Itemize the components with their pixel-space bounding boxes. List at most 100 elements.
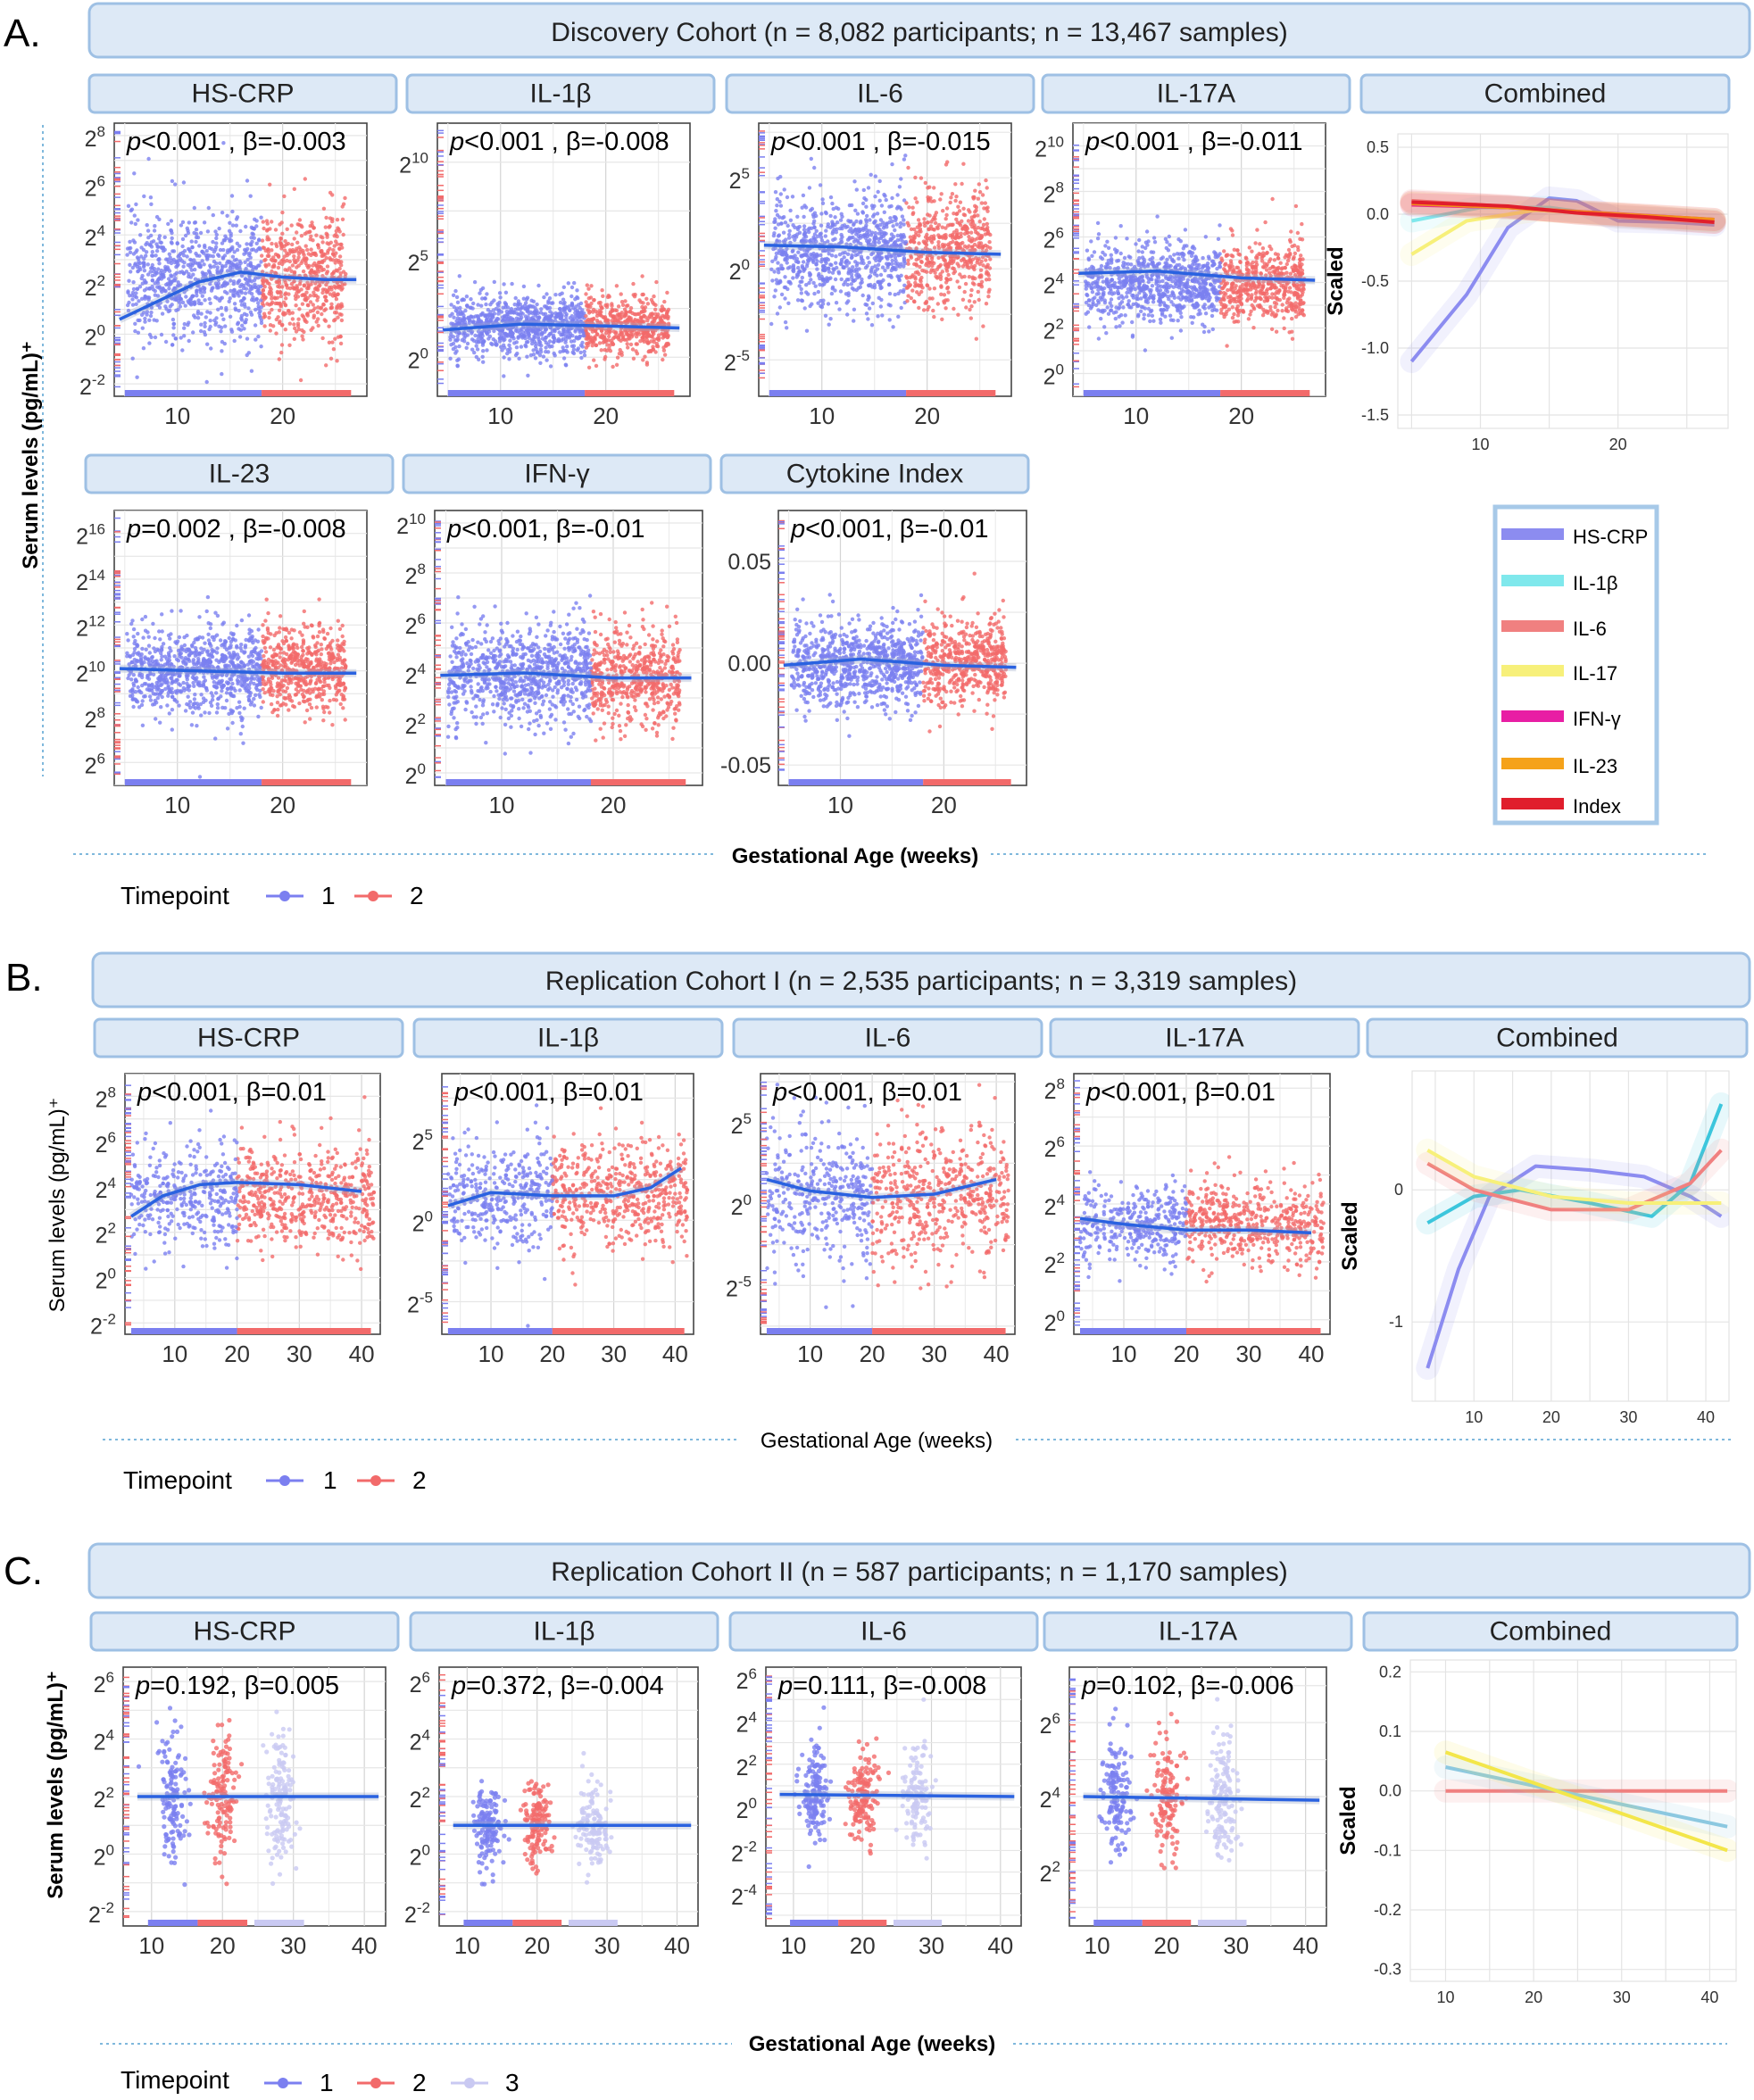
data-point <box>962 274 967 279</box>
data-point <box>601 294 605 298</box>
data-point <box>137 299 141 303</box>
data-point <box>315 310 320 315</box>
data-point <box>585 319 589 323</box>
data-point <box>887 318 892 322</box>
data-point <box>807 226 811 230</box>
data-point <box>805 261 810 266</box>
data-point <box>130 297 135 302</box>
data-point <box>661 348 667 353</box>
data-point <box>772 270 777 274</box>
data-point <box>133 261 137 266</box>
data-point <box>193 267 197 272</box>
data-point <box>450 311 454 316</box>
data-point <box>623 299 628 303</box>
data-point <box>153 281 157 286</box>
data-point <box>309 234 313 238</box>
data-point <box>788 254 793 260</box>
data-point <box>284 296 288 301</box>
data-point <box>178 304 183 309</box>
data-point <box>225 213 229 218</box>
data-point <box>276 315 280 320</box>
data-point <box>168 282 173 286</box>
data-point <box>626 303 630 308</box>
data-point <box>597 309 602 313</box>
data-point <box>967 299 972 303</box>
data-point <box>786 286 790 292</box>
data-point <box>272 264 277 269</box>
data-point <box>558 307 562 311</box>
data-point <box>218 247 223 253</box>
subplot-title-strip <box>405 73 716 114</box>
data-point <box>908 235 912 239</box>
data-point <box>145 272 151 277</box>
data-point <box>804 290 809 295</box>
data-point <box>228 296 232 301</box>
data-point <box>892 245 896 249</box>
data-point <box>820 201 826 205</box>
data-point <box>819 253 823 258</box>
data-point <box>214 241 219 245</box>
cohort-title-a: Discovery Cohort (n = 8,082 participants… <box>551 18 1287 47</box>
data-point <box>809 237 813 243</box>
legend-entry-b-1: 1 <box>323 1466 337 1494</box>
data-point <box>902 241 908 245</box>
data-point <box>537 342 542 347</box>
data-point <box>941 245 945 249</box>
data-point <box>561 319 566 323</box>
data-point <box>913 196 918 201</box>
data-point <box>777 270 781 275</box>
data-point <box>643 333 647 337</box>
data-point <box>784 250 788 254</box>
data-point <box>530 336 536 342</box>
data-point <box>586 335 590 340</box>
data-point <box>267 315 271 320</box>
data-point <box>777 199 782 204</box>
data-point <box>875 273 879 278</box>
data-point <box>518 328 522 332</box>
data-point <box>289 223 294 228</box>
data-point <box>848 242 852 247</box>
data-point <box>166 221 170 227</box>
data-point <box>294 329 299 334</box>
data-point <box>537 353 543 358</box>
data-point <box>954 217 959 221</box>
data-point <box>143 316 147 321</box>
data-point <box>238 228 243 234</box>
data-point <box>846 261 852 265</box>
data-point <box>985 228 990 232</box>
data-point <box>874 236 878 240</box>
data-point <box>329 285 334 290</box>
data-point <box>902 252 906 257</box>
data-point <box>967 235 971 239</box>
data-point <box>951 239 955 245</box>
data-point <box>988 257 993 261</box>
data-point <box>256 301 261 305</box>
plot-inner <box>437 123 690 396</box>
data-point <box>927 304 931 310</box>
cohort-banner-c <box>87 1542 1751 1599</box>
data-point <box>208 311 212 315</box>
data-point <box>933 270 937 275</box>
data-point <box>133 221 137 227</box>
data-point <box>261 287 265 293</box>
data-point <box>158 240 162 245</box>
data-point <box>893 292 897 297</box>
data-point <box>576 336 580 341</box>
data-point <box>925 232 929 237</box>
data-point <box>270 241 274 246</box>
data-point <box>865 213 869 219</box>
data-point <box>1106 245 1111 250</box>
data-point <box>186 228 190 233</box>
data-point <box>482 328 486 332</box>
data-point <box>267 311 271 315</box>
data-point <box>785 246 789 252</box>
y-rug <box>437 129 444 385</box>
data-point <box>932 314 936 320</box>
data-point <box>290 263 295 268</box>
data-point <box>944 277 949 281</box>
data-point <box>807 280 811 286</box>
data-point <box>476 334 480 338</box>
data-point <box>219 305 224 311</box>
data-point <box>306 286 311 291</box>
data-point <box>262 311 267 316</box>
